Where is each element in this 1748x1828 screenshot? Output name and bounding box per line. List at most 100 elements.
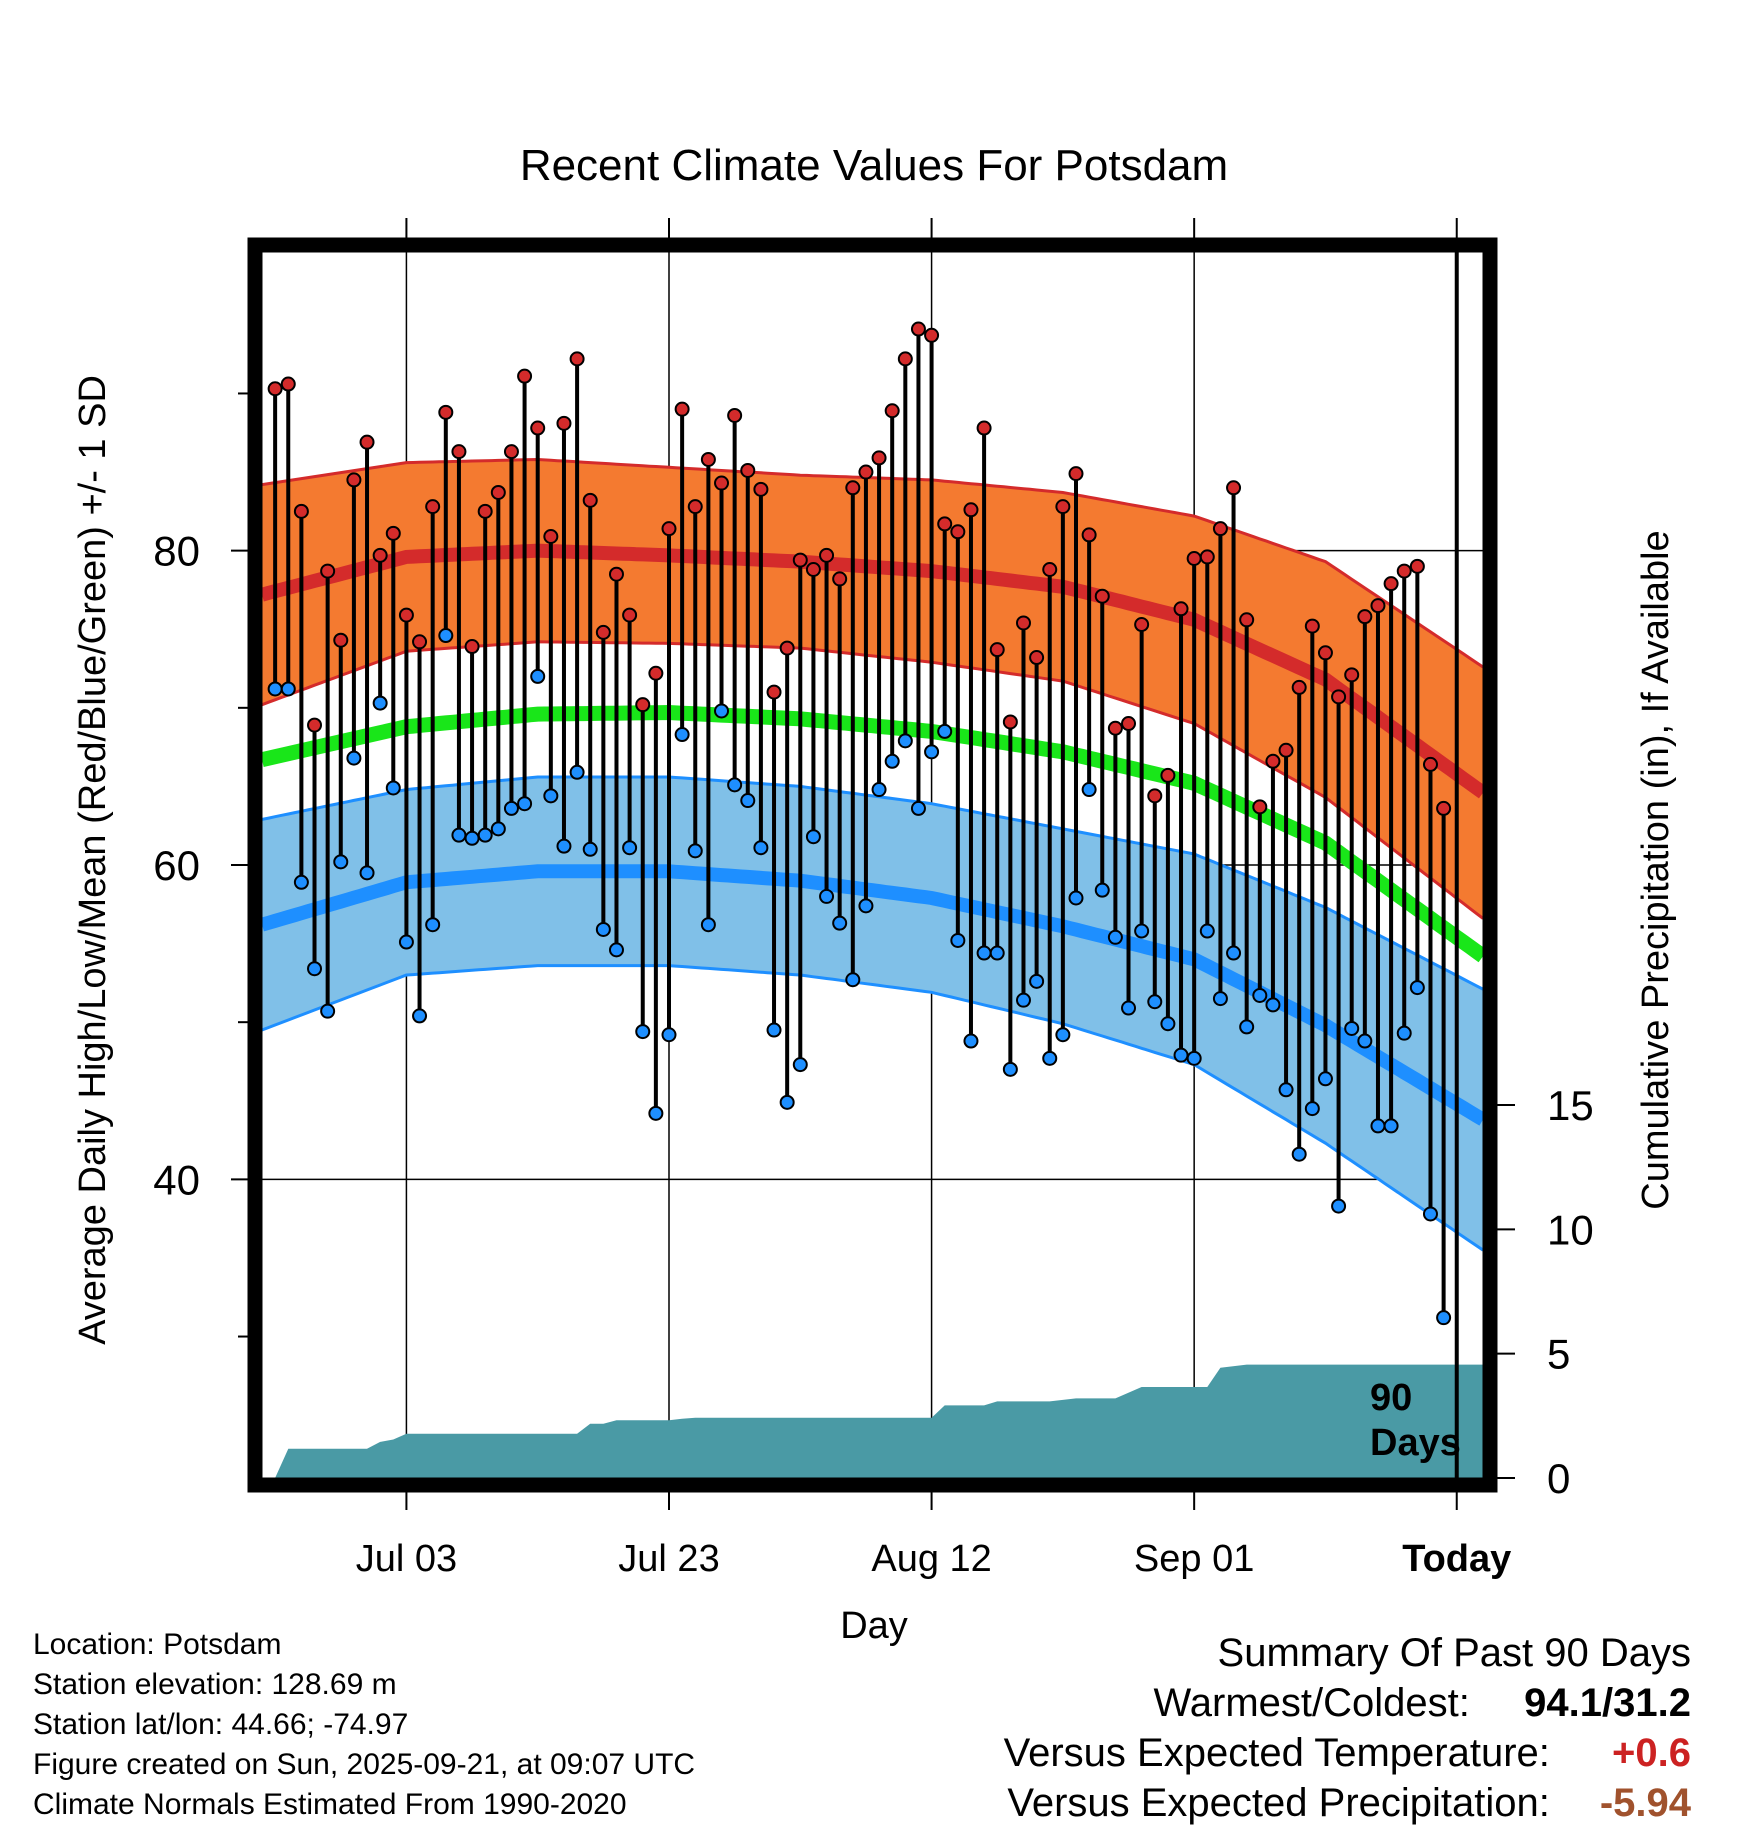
- day-bar-82: [1344, 667, 1360, 1036]
- period-label-days: Days: [1370, 1422, 1461, 1464]
- day-high-point: [490, 484, 506, 500]
- day-bar-31: [674, 401, 690, 743]
- day-low-point: [1331, 1198, 1347, 1214]
- day-high-point: [359, 434, 375, 450]
- day-low-point: [924, 744, 940, 760]
- day-high-point: [805, 562, 821, 578]
- day-bar-62: [1081, 527, 1097, 798]
- day-high-point: [1226, 480, 1242, 496]
- day-bar-47: [884, 403, 900, 769]
- high-normal-band: [262, 459, 1483, 919]
- day-low-point: [1396, 1025, 1412, 1041]
- low-normal-band: [262, 777, 1483, 1251]
- day-bar-16: [477, 503, 493, 843]
- day-bar-56: [1002, 714, 1018, 1077]
- day-high-point: [1396, 563, 1412, 579]
- cumulative-precip-area: [275, 1364, 1483, 1478]
- day-bar-13: [438, 404, 454, 644]
- day-high-point: [674, 401, 690, 417]
- day-bar-25: [595, 624, 611, 937]
- day-high-point: [530, 420, 546, 436]
- day-bar-70: [1186, 551, 1202, 1066]
- day-bar-87: [1409, 558, 1425, 996]
- day-low-point: [569, 764, 585, 780]
- day-low-point: [871, 782, 887, 798]
- day-high-point: [569, 351, 585, 367]
- day-low-point: [1094, 882, 1110, 898]
- temp-value: +0.6: [1612, 1731, 1691, 1775]
- day-bar-64: [1107, 720, 1123, 945]
- day-bar-33: [700, 451, 716, 933]
- low-band-lower-edge: [262, 964, 1483, 1252]
- day-low-point: [556, 838, 572, 854]
- day-bar-23: [569, 351, 585, 780]
- day-bar-63: [1094, 588, 1110, 898]
- day-bar-22: [556, 415, 572, 854]
- day-bar-75: [1252, 799, 1268, 1003]
- day-high-point: [1147, 788, 1163, 804]
- day-high-point: [556, 415, 572, 431]
- y-axis-label: Average Daily High/Low/Mean (Red/Blue/Gr…: [72, 375, 114, 1345]
- day-high-point: [1370, 598, 1386, 614]
- day-low-point: [1265, 997, 1281, 1013]
- high-band-upper-edge: [262, 457, 1483, 669]
- day-low-point: [1252, 987, 1268, 1003]
- day-bar-88: [1422, 756, 1438, 1222]
- day-high-point: [267, 381, 283, 397]
- day-high-point: [1107, 720, 1123, 736]
- created-text: Figure created on Sun, 2025-09-21, at 09…: [33, 1748, 696, 1781]
- day-low-point: [1134, 923, 1150, 939]
- normal-high-line: [262, 543, 1483, 799]
- day-low-point: [779, 1094, 795, 1110]
- day-bar-81: [1331, 689, 1347, 1214]
- day-low-point: [307, 961, 323, 977]
- day-high-point: [1317, 645, 1333, 661]
- day-low-point: [280, 681, 296, 697]
- day-bar-83: [1357, 609, 1373, 1049]
- day-bar-10: [398, 607, 414, 950]
- day-bar-0: [267, 381, 283, 697]
- day-low-point: [635, 1024, 651, 1040]
- day-bar-73: [1226, 480, 1242, 961]
- x-tick-label-Jul 23: Jul 23: [618, 1538, 719, 1580]
- normal-mean-line: [262, 704, 1483, 963]
- day-bar-21: [543, 528, 559, 804]
- day-low-point: [805, 829, 821, 845]
- day-low-point: [1409, 980, 1425, 996]
- day-bar-14: [451, 444, 467, 843]
- day-low-point: [1081, 782, 1097, 798]
- day-bar-37: [753, 481, 769, 856]
- summary-precip: Versus Expected Precipitation: -5.94: [1004, 1778, 1691, 1828]
- day-bar-5: [333, 632, 349, 870]
- summary-panel: Summary Of Past 90 Days Warmest/Coldest:…: [1004, 1628, 1691, 1828]
- day-high-point: [910, 321, 926, 337]
- day-bar-7: [359, 434, 375, 881]
- day-low-point: [714, 703, 730, 719]
- day-high-point: [819, 547, 835, 563]
- day-low-point: [910, 800, 926, 816]
- day-bar-58: [1029, 650, 1045, 989]
- day-low-point: [1199, 923, 1215, 939]
- day-low-point: [687, 843, 703, 859]
- day-low-point: [727, 777, 743, 793]
- day-bar-17: [490, 484, 506, 837]
- plot-border: [247, 237, 1498, 1493]
- day-bar-38: [766, 684, 782, 1038]
- day-low-point: [1147, 994, 1163, 1010]
- day-bar-28: [635, 697, 651, 1040]
- precip-value: -5.94: [1599, 1781, 1691, 1825]
- day-high-point: [937, 516, 953, 532]
- x-tick-label-Today: Today: [1402, 1538, 1511, 1580]
- day-high-point: [543, 528, 559, 544]
- day-bar-18: [503, 444, 519, 816]
- extremes-label: Warmest/Coldest:: [1153, 1681, 1470, 1725]
- day-high-point: [858, 464, 874, 480]
- day-bar-29: [648, 665, 664, 1121]
- day-high-point: [385, 525, 401, 541]
- day-high-point: [464, 639, 480, 655]
- normal-bands: [262, 457, 1483, 1252]
- day-low-point: [963, 1033, 979, 1049]
- day-bar-52: [950, 524, 966, 948]
- summary-extremes: Warmest/Coldest: 94.1/31.2: [1004, 1678, 1692, 1728]
- day-low-point: [1212, 991, 1228, 1007]
